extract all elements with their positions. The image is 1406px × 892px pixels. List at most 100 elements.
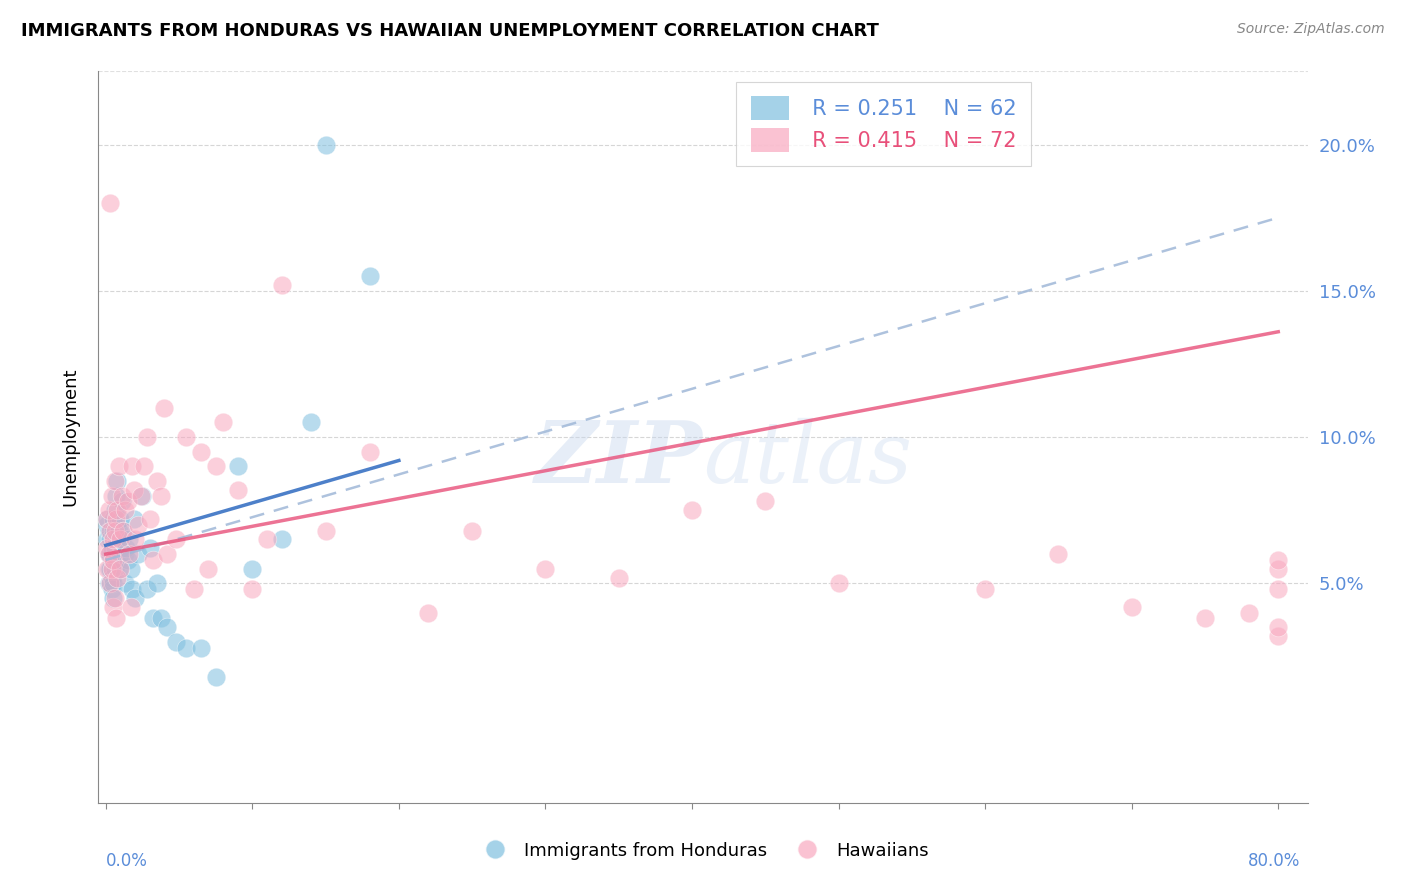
Point	[114, 576, 136, 591]
Point	[607, 570, 630, 584]
Point	[103, 591, 125, 605]
Point	[98, 576, 121, 591]
Point	[110, 512, 132, 526]
Point	[142, 611, 165, 625]
Point	[115, 541, 138, 556]
Point	[105, 611, 128, 625]
Point	[105, 553, 128, 567]
Point	[461, 524, 484, 538]
Text: 0.0%: 0.0%	[105, 852, 148, 870]
Point	[1267, 620, 1289, 634]
Point	[97, 547, 120, 561]
Point	[97, 503, 120, 517]
Point	[142, 553, 165, 567]
Point	[226, 459, 249, 474]
Point	[111, 489, 134, 503]
Point	[97, 524, 120, 538]
Point	[100, 489, 122, 503]
Point	[153, 401, 176, 415]
Point	[1121, 599, 1143, 614]
Point	[110, 547, 132, 561]
Point	[1267, 562, 1289, 576]
Point	[100, 570, 122, 584]
Point	[138, 512, 160, 526]
Point	[146, 474, 169, 488]
Point	[176, 640, 198, 655]
Point	[681, 503, 703, 517]
Point	[204, 459, 226, 474]
Point	[146, 576, 169, 591]
Point	[98, 533, 121, 547]
Point	[111, 541, 134, 556]
Point	[100, 553, 122, 567]
Point	[101, 576, 124, 591]
Point	[103, 541, 125, 556]
Point	[156, 620, 179, 634]
Point	[118, 547, 141, 561]
Point	[96, 512, 118, 526]
Point	[127, 547, 149, 561]
Point	[827, 576, 849, 591]
Point	[107, 517, 129, 532]
Point	[96, 541, 118, 556]
Point	[112, 524, 135, 538]
Point	[114, 547, 136, 561]
Point	[183, 582, 205, 597]
Point	[97, 562, 120, 576]
Point	[101, 599, 124, 614]
Point	[121, 582, 143, 597]
Point	[100, 582, 122, 597]
Point	[165, 635, 187, 649]
Point	[112, 524, 135, 538]
Point	[96, 562, 118, 576]
Point	[101, 553, 124, 567]
Text: Source: ZipAtlas.com: Source: ZipAtlas.com	[1237, 22, 1385, 37]
Legend: Immigrants from Honduras, Hawaiians: Immigrants from Honduras, Hawaiians	[470, 835, 936, 867]
Point	[131, 489, 153, 503]
Point	[98, 196, 121, 211]
Point	[197, 562, 219, 576]
Point	[190, 640, 212, 655]
Point	[105, 512, 128, 526]
Point	[107, 503, 129, 517]
Point	[299, 416, 322, 430]
Point	[359, 444, 381, 458]
Point	[754, 494, 776, 508]
Point	[110, 562, 132, 576]
Point	[315, 137, 337, 152]
Point	[120, 562, 142, 576]
Point	[122, 483, 145, 497]
Point	[534, 562, 557, 576]
Point	[165, 533, 187, 547]
Point	[135, 430, 157, 444]
Point	[1047, 547, 1070, 561]
Point	[204, 670, 226, 684]
Point	[359, 269, 381, 284]
Point	[98, 576, 121, 591]
Text: ZIP: ZIP	[536, 417, 703, 500]
Point	[96, 512, 118, 526]
Point	[240, 582, 263, 597]
Point	[1237, 606, 1260, 620]
Point	[1267, 553, 1289, 567]
Point	[156, 547, 179, 561]
Point	[212, 416, 235, 430]
Point	[103, 474, 125, 488]
Point	[97, 576, 120, 591]
Point	[270, 533, 292, 547]
Point	[101, 591, 124, 605]
Point	[256, 533, 278, 547]
Point	[105, 533, 128, 547]
Point	[121, 459, 143, 474]
Point	[107, 474, 129, 488]
Point	[108, 459, 131, 474]
Point	[105, 489, 128, 503]
Point	[110, 533, 132, 547]
Point	[103, 562, 125, 576]
Point	[1267, 629, 1289, 643]
Point	[98, 547, 121, 561]
Point	[270, 277, 292, 292]
Point	[150, 489, 173, 503]
Point	[132, 459, 155, 474]
Point	[124, 591, 146, 605]
